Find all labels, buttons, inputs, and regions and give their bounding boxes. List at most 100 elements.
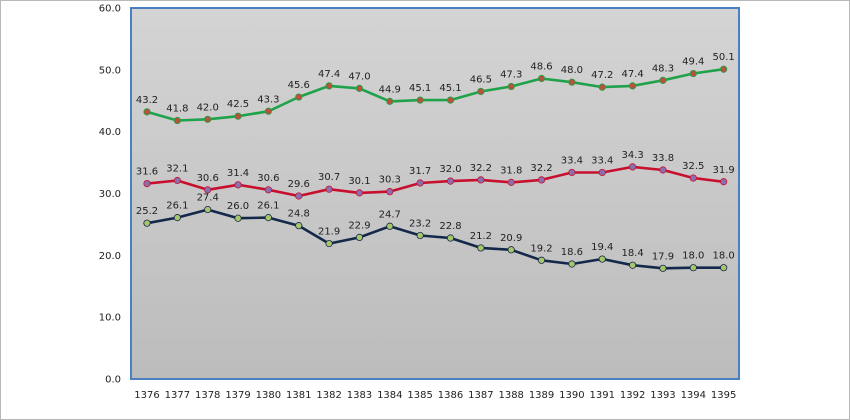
data-label: 45.1 <box>439 83 461 94</box>
data-label: 26.1 <box>257 201 279 212</box>
data-point <box>355 189 364 197</box>
data-label: 22.8 <box>439 221 461 232</box>
data-point <box>204 205 212 214</box>
data-point <box>264 107 272 115</box>
data-point <box>507 178 515 186</box>
data-point <box>689 264 697 272</box>
data-point <box>537 176 546 184</box>
data-label: 42.0 <box>197 102 219 113</box>
data-point <box>143 219 151 227</box>
y-tick-label: 30.0 <box>99 189 121 200</box>
data-label: 24.7 <box>379 209 401 220</box>
data-point <box>386 222 394 230</box>
data-point <box>477 244 485 252</box>
data-point <box>295 192 303 200</box>
data-label: 25.2 <box>136 206 158 217</box>
data-label: 24.8 <box>288 209 310 220</box>
series-layer <box>143 65 728 272</box>
data-label: 41.8 <box>166 104 188 115</box>
data-label: 33.4 <box>591 155 613 166</box>
data-point <box>234 181 242 189</box>
data-point <box>204 115 212 123</box>
data-label: 19.2 <box>530 243 552 254</box>
data-point <box>325 185 333 193</box>
data-label: 29.6 <box>288 179 310 190</box>
data-point <box>477 87 485 96</box>
data-point <box>264 186 272 194</box>
data-labels: 43.2 41.8 42.0 42.5 43.3 45.6 47.4 47.0 44.9 45.1… <box>136 52 735 262</box>
data-label: 18.6 <box>561 247 583 258</box>
data-point <box>264 214 272 222</box>
data-point <box>720 65 728 73</box>
data-point <box>568 168 576 177</box>
series-line <box>146 67 724 122</box>
data-point <box>295 93 303 101</box>
data-label: 47.4 <box>318 69 340 80</box>
x-axis: 1376 1377 1378 1379 1380 1381 1382 1383 1384 1385… <box>134 390 736 401</box>
data-point <box>173 116 181 125</box>
data-label: 26.0 <box>227 201 249 212</box>
x-tick-label: 1382 <box>316 390 341 401</box>
data-point <box>416 96 424 104</box>
data-point <box>325 82 333 90</box>
data-label: 32.0 <box>439 164 461 175</box>
data-point <box>659 264 667 272</box>
y-tick-label: 20.0 <box>99 251 121 262</box>
data-point <box>537 74 546 83</box>
data-label: 34.3 <box>621 150 643 161</box>
x-tick-label: 1389 <box>529 390 554 401</box>
data-label: 30.6 <box>257 173 279 184</box>
data-label: 31.7 <box>409 166 431 177</box>
data-label: 23.2 <box>409 219 431 230</box>
data-label: 48.6 <box>530 61 552 72</box>
data-label: 18.0 <box>713 251 735 262</box>
data-point <box>628 82 637 90</box>
x-tick-label: 1390 <box>559 390 584 401</box>
data-label: 47.3 <box>500 70 522 81</box>
data-point <box>659 76 667 84</box>
data-point <box>446 177 455 185</box>
data-label: 26.1 <box>166 201 188 212</box>
data-point <box>537 256 546 264</box>
data-label: 43.2 <box>136 95 158 106</box>
data-label: 33.8 <box>652 153 674 164</box>
x-tick-label: 1392 <box>620 390 645 401</box>
data-point <box>295 222 303 230</box>
y-tick-label: 40.0 <box>99 127 121 138</box>
data-point <box>446 96 455 104</box>
data-label: 45.1 <box>409 83 431 94</box>
data-label: 21.9 <box>318 227 340 238</box>
x-tick-label: 1393 <box>650 390 675 401</box>
data-point <box>416 231 424 240</box>
x-tick-label: 1386 <box>438 390 463 401</box>
data-point <box>689 174 697 182</box>
data-label: 30.7 <box>318 172 340 183</box>
data-label: 46.5 <box>470 74 492 85</box>
data-point <box>598 83 606 91</box>
data-label: 32.1 <box>166 164 188 175</box>
data-point <box>446 234 455 242</box>
data-point <box>143 180 151 188</box>
data-label: 18.0 <box>682 251 704 262</box>
series-line <box>146 165 724 198</box>
data-label: 43.3 <box>257 94 279 105</box>
series-line <box>146 208 724 270</box>
x-tick-label: 1395 <box>711 390 736 401</box>
data-label: 49.4 <box>682 57 704 68</box>
data-point <box>416 179 424 187</box>
data-label: 31.6 <box>136 167 158 178</box>
data-point <box>598 255 606 263</box>
x-tick-label: 1381 <box>286 390 311 401</box>
data-label: 45.6 <box>288 80 310 91</box>
x-tick-label: 1384 <box>377 390 402 401</box>
data-point <box>143 108 151 116</box>
data-point <box>234 214 242 222</box>
data-label: 20.9 <box>500 233 522 244</box>
data-point <box>598 168 606 177</box>
x-tick-label: 1383 <box>347 390 372 401</box>
x-tick-label: 1388 <box>498 390 523 401</box>
data-label: 32.2 <box>470 163 492 174</box>
data-label: 31.4 <box>227 168 249 179</box>
data-point <box>568 78 576 86</box>
